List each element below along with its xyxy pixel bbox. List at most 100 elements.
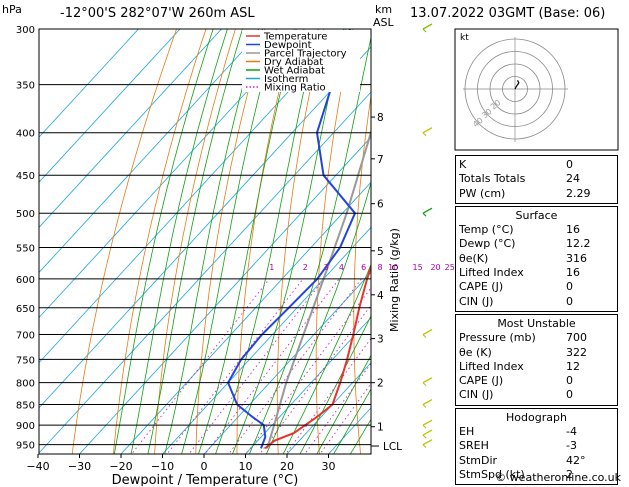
basic-index-value: 24 xyxy=(566,172,580,186)
mixing-ratio-value-label: 25 xyxy=(445,263,455,272)
legend-label: Temperature xyxy=(263,32,327,43)
wet-adiabat-line xyxy=(316,354,371,454)
copyright-footer: © weatheronline.co.uk xyxy=(495,471,621,484)
isotherm-line xyxy=(39,29,181,183)
surface-index-row: Dewp (°C) 12.2 xyxy=(459,237,614,251)
legend-background xyxy=(242,30,360,92)
pressure-tick-label: 750 xyxy=(16,355,35,366)
surface-index-value: 12.2 xyxy=(566,237,591,251)
surface-index-value: 0 xyxy=(566,294,573,308)
wind-barb xyxy=(422,127,433,134)
wet-adiabat-line xyxy=(113,29,214,454)
hodo-index-value: -4 xyxy=(566,425,577,439)
plot-frame xyxy=(38,28,372,455)
legend-label: Dewpoint xyxy=(264,40,312,51)
mixing-ratio-value-label: 10 xyxy=(388,263,398,272)
hodo-index-value: 42° xyxy=(566,453,586,467)
mixing-ratio-value-label: 15 xyxy=(413,263,423,272)
wind-barb xyxy=(422,377,433,384)
hodograph-trace xyxy=(514,80,520,90)
temperature-tick-label: 10 xyxy=(239,460,253,473)
unstable-index-value: 0 xyxy=(566,388,573,402)
wind-barb xyxy=(422,398,433,406)
legend-label: Isotherm xyxy=(264,74,308,85)
most-unstable-title: Most Unstable xyxy=(497,316,576,330)
wet-adiabat-line xyxy=(130,29,228,454)
height-tick-label: 7 xyxy=(377,154,384,166)
isotherm-line xyxy=(39,46,371,409)
parcel-trajectory-line xyxy=(266,128,371,449)
basic-index-value: 0 xyxy=(566,158,573,171)
basic-index-value: 2.29 xyxy=(566,186,591,200)
temperature-tick-label: 0 xyxy=(201,460,208,473)
hodo-index-label: EH xyxy=(459,425,475,439)
unstable-index-value: 12 xyxy=(566,359,580,373)
mixing-ratio-line xyxy=(319,382,371,454)
surface-index-value: 16 xyxy=(566,266,580,280)
mixing-ratio-value-label: 1 xyxy=(269,263,274,272)
surface-index-label: Temp (°C) xyxy=(459,223,514,237)
unstable-index-row: Lifted Index 12 xyxy=(459,360,614,374)
hodo-index-row: StmDir 42° xyxy=(459,454,614,468)
hodo-index-value: 2 xyxy=(566,467,573,481)
wind-barb-flag xyxy=(422,132,427,137)
hodo-index-label: StmSpd (kt) xyxy=(459,467,525,481)
unstable-index-label: CIN (J) xyxy=(459,388,494,402)
wind-barb-flag xyxy=(422,424,427,429)
pressure-tick-label: 500 xyxy=(16,209,35,220)
pressure-tick-label: 650 xyxy=(16,304,35,315)
pressure-tick-label: 800 xyxy=(16,379,35,390)
surface-index-label: θe(K) xyxy=(459,251,489,265)
pressure-unit-label: hPa xyxy=(2,3,22,16)
mixing-ratio-value-label: 6 xyxy=(361,263,366,272)
temperature-tick-label: 30 xyxy=(322,460,336,473)
dry-adiabat-line xyxy=(71,29,177,454)
unstable-index-row: CIN (J) 0 xyxy=(459,388,614,402)
legend-label: Mixing Ratio xyxy=(264,83,326,94)
dry-adiabat-line xyxy=(426,4,445,463)
wind-barb-flag xyxy=(422,334,427,338)
x-axis-label: Dewpoint / Temperature (°C) xyxy=(112,473,299,486)
surface-index-row: Lifted Index 16 xyxy=(459,266,614,280)
wet-adiabat-line xyxy=(282,263,371,454)
mixing-ratio-line xyxy=(188,278,325,454)
hodo-index-label: StmDir xyxy=(459,453,498,467)
surface-index-label: CIN (J) xyxy=(459,294,494,308)
dry-adiabat-line xyxy=(618,4,629,463)
wet-adiabat-line xyxy=(265,181,371,454)
wind-barb xyxy=(422,23,433,30)
unstable-index-row: Pressure (mb) 700 xyxy=(459,331,614,345)
basic-index-label: PW (cm) xyxy=(459,186,506,200)
basic-index-label: Totals Totals xyxy=(459,172,526,186)
basic-index-row: Totals Totals 24 xyxy=(459,172,614,186)
height-tick-label: 2 xyxy=(377,378,384,390)
hodo-index-value: -3 xyxy=(566,439,577,453)
height-tick-label: 5 xyxy=(377,246,384,258)
surface-index-row: θe(K) 316 xyxy=(459,252,614,266)
surface-index-value: 16 xyxy=(566,223,580,237)
wind-barb-flag xyxy=(422,382,427,387)
surface-index-value: 316 xyxy=(566,251,587,265)
lcl-label: LCL xyxy=(383,441,402,453)
mixing-ratio-value-label: 4 xyxy=(339,263,344,272)
pressure-tick-label: 450 xyxy=(16,171,35,182)
height-tick-label: 6 xyxy=(377,199,384,211)
isotherm-line xyxy=(39,29,140,138)
height-unit-km: km xyxy=(375,3,393,16)
pressure-tick-label: 350 xyxy=(16,81,35,92)
mixing-ratio-value-label: 2 xyxy=(303,263,308,272)
mixing-ratio-line xyxy=(245,287,371,454)
hodograph-title: Hodograph xyxy=(506,410,567,424)
legend-label: Wet Adiabat xyxy=(264,66,325,77)
height-tick-label: 4 xyxy=(377,290,384,302)
temperature-tick-label: −20 xyxy=(109,460,132,473)
basic-indices-box: K 0 Totals Totals 24 PW (cm) 2.29 xyxy=(455,155,618,204)
hodograph-unit-label: kt xyxy=(460,33,469,43)
wind-barb xyxy=(422,419,433,426)
unstable-index-value: 0 xyxy=(566,374,573,388)
wet-adiabat-line xyxy=(333,388,371,454)
unstable-index-value: 700 xyxy=(566,331,587,345)
pressure-tick-label: 550 xyxy=(16,244,35,255)
wind-barb-flag xyxy=(422,444,427,449)
